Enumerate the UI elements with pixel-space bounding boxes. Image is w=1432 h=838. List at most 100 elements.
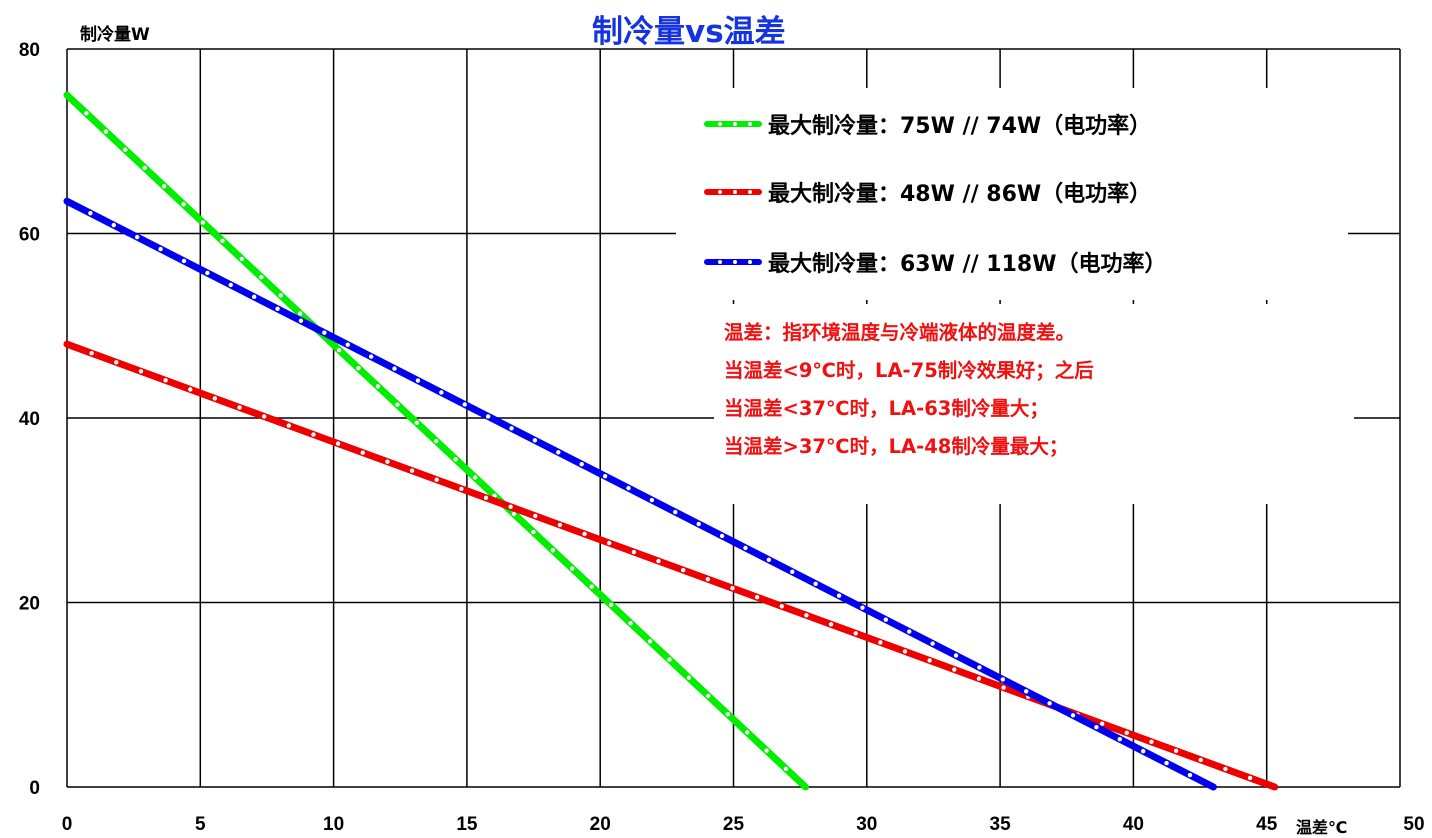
series-marker [228, 282, 233, 288]
series-marker [744, 730, 750, 735]
series-marker [533, 513, 538, 519]
series-marker [1198, 757, 1203, 763]
series-marker [511, 511, 517, 517]
legend-item-48w: 最大制冷量：48W // 86W（电功率） [704, 172, 1151, 212]
series-marker [1001, 685, 1006, 690]
series-marker [1117, 736, 1122, 742]
x-tick-label: 15 [456, 814, 478, 835]
series-marker [589, 584, 594, 589]
y-tick-label: 20 [19, 594, 40, 615]
series-marker [111, 222, 116, 228]
series-marker [579, 462, 584, 467]
series-marker [472, 475, 478, 480]
series-marker [706, 693, 711, 699]
series-marker [730, 585, 735, 591]
x-tick-label: 25 [723, 814, 745, 835]
y-tick-label: 80 [19, 40, 40, 61]
series-marker [409, 468, 415, 473]
series-marker [790, 569, 795, 575]
x-tick-label: 30 [856, 814, 877, 835]
series-marker [415, 378, 421, 383]
legend-marker [733, 122, 737, 126]
y-axis-label: 制冷量W [80, 25, 150, 45]
series-marker [278, 293, 283, 298]
series-line-2 [63, 197, 1217, 791]
series-marker [550, 548, 556, 553]
y-tick-label: 40 [19, 409, 40, 430]
series-marker [356, 366, 361, 371]
series-marker [953, 653, 959, 658]
series-marker [459, 486, 464, 491]
series-marker [395, 402, 400, 407]
series-marker [163, 378, 168, 383]
series-marker [453, 457, 458, 462]
series-marker [134, 234, 140, 240]
annotation-box: 温差：指环境温度与冷端液体的温度差。 当温差<9℃时，LA-75制冷效果好；之后… [714, 304, 1354, 504]
series-marker [582, 531, 587, 537]
series-marker [930, 641, 935, 646]
series-marker [556, 450, 561, 455]
series-marker [628, 620, 633, 626]
series-marker [123, 147, 128, 152]
x-tick-label: 10 [323, 814, 344, 835]
series-marker [804, 613, 809, 618]
series-marker [976, 676, 982, 681]
series-marker [557, 522, 563, 528]
series-marker [883, 617, 889, 622]
series-marker [259, 274, 264, 280]
series-marker [336, 347, 342, 353]
series-marker [508, 504, 513, 510]
annotation-line: 当温差>37℃时，LA-48制冷量最大； [724, 435, 1069, 458]
series-marker [626, 485, 631, 491]
series-marker [181, 258, 187, 264]
series-marker [673, 509, 678, 515]
x-tick-label: 5 [195, 814, 206, 835]
series-marker [200, 220, 206, 225]
legend-marker [718, 190, 722, 194]
series-marker [251, 294, 257, 300]
series-marker [483, 495, 489, 501]
y-tick-label: 60 [19, 225, 40, 246]
series-marker [977, 665, 982, 670]
series-marker [1070, 713, 1076, 718]
series-marker [754, 595, 760, 600]
series-marker [719, 533, 725, 539]
x-tick-label: 40 [1123, 814, 1144, 835]
series-marker [1187, 772, 1193, 778]
x-tick-labels: 0 5 10 15 20 25 30 35 40 45 50 [62, 814, 1425, 835]
series-marker [1140, 748, 1146, 754]
series-marker [188, 387, 193, 392]
series-marker [927, 658, 932, 663]
series-marker [462, 402, 467, 407]
series-marker [275, 306, 280, 312]
x-tick-label: 50 [1403, 814, 1424, 835]
series-marker [138, 369, 144, 374]
legend-marker [748, 122, 752, 126]
y-tick-labels: 0 20 40 60 80 [19, 40, 40, 799]
series-marker [743, 545, 748, 551]
series-marker [84, 111, 89, 116]
series-marker [952, 667, 957, 672]
series-marker [103, 129, 109, 134]
series-marker [531, 529, 536, 535]
series-marker [1173, 748, 1179, 754]
series-marker [725, 711, 730, 717]
legend-swatch-green [704, 121, 762, 127]
series-marker [360, 450, 365, 455]
annotation-line: 当温差<9℃时，LA-75制冷效果好；之后 [724, 359, 1094, 382]
series-marker [345, 342, 350, 347]
series-marker [509, 426, 514, 431]
series-marker [813, 581, 818, 586]
legend-label: 最大制冷量：48W // 86W（电功率） [768, 182, 1152, 207]
series-marker [237, 405, 242, 410]
series-marker [158, 246, 163, 252]
series-marker [485, 414, 491, 419]
x-tick-label: 35 [990, 814, 1012, 835]
series-marker [853, 631, 858, 636]
series-marker [779, 604, 784, 609]
legend-marker [733, 260, 737, 264]
legend-item-63w: 最大制冷量：63W // 118W（电功率） [704, 242, 1166, 282]
series-marker [570, 566, 575, 571]
x-tick-label: 20 [590, 814, 611, 835]
chart-title: 制冷量vs温差 [592, 14, 786, 50]
